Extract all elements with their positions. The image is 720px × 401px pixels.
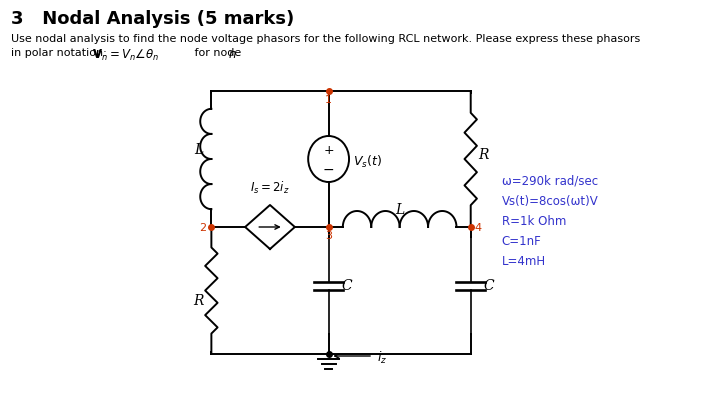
- Text: $V_s(t)$: $V_s(t)$: [354, 154, 382, 170]
- Text: L: L: [395, 203, 405, 217]
- Text: R: R: [478, 148, 488, 162]
- Text: Vs(t)=8cos(ωt)V: Vs(t)=8cos(ωt)V: [502, 194, 598, 207]
- Text: 1: 1: [325, 95, 332, 105]
- Text: −: −: [323, 162, 334, 176]
- Text: 3: 3: [325, 231, 332, 241]
- Text: 2: 2: [199, 223, 206, 233]
- Text: .: .: [235, 48, 239, 58]
- Text: +: +: [323, 144, 334, 156]
- Text: R=1k Ohm: R=1k Ohm: [502, 215, 566, 227]
- Text: R: R: [193, 293, 203, 307]
- Text: in polar notation:: in polar notation:: [11, 48, 110, 58]
- Text: $\mathbf{V}_n = V_n\angle\theta_n$: $\mathbf{V}_n = V_n\angle\theta_n$: [92, 48, 160, 63]
- Text: $I_s = 2i_z$: $I_s = 2i_z$: [250, 180, 290, 196]
- Text: ω=290k rad/sec: ω=290k rad/sec: [502, 174, 598, 188]
- Text: $n$: $n$: [228, 48, 237, 61]
- Text: 3   Nodal Analysis (5 marks): 3 Nodal Analysis (5 marks): [11, 10, 294, 28]
- Text: for node: for node: [191, 48, 245, 58]
- Text: L: L: [194, 143, 204, 157]
- Text: C: C: [483, 278, 494, 292]
- Text: C=1nF: C=1nF: [502, 235, 541, 247]
- Text: 4: 4: [474, 223, 482, 233]
- Text: C: C: [341, 278, 351, 292]
- Text: Use nodal analysis to find the node voltage phasors for the following RCL networ: Use nodal analysis to find the node volt…: [11, 34, 640, 44]
- Text: L=4mH: L=4mH: [502, 254, 546, 267]
- Text: $i_z$: $i_z$: [377, 349, 387, 365]
